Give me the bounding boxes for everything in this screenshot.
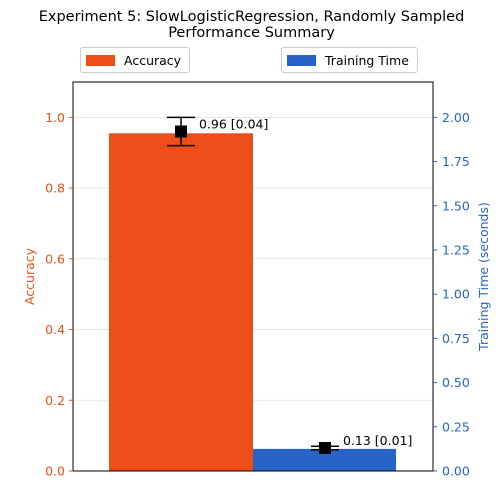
chart-title-line-1: Experiment 5: SlowLogisticRegression, Ra… bbox=[38, 9, 465, 25]
right-axis: 0.00 0.25 0.50 0.75 1.00 1.25 1.50 1.75 2.00 Trai… bbox=[433, 110, 491, 479]
data-label-accuracy: 0.96 [0.04] bbox=[199, 117, 268, 132]
right-tick-label: 1.25 bbox=[442, 242, 470, 257]
right-tick-label: 1.50 bbox=[442, 198, 470, 213]
mean-marker-accuracy bbox=[175, 125, 187, 138]
legend-entry-training-time: Training Time bbox=[281, 47, 418, 73]
legend-swatch-accuracy bbox=[86, 54, 115, 66]
right-tick-label: 1.00 bbox=[442, 287, 470, 302]
legend-entry-accuracy: Accuracy bbox=[80, 47, 191, 73]
legend-label-training-time: Training Time bbox=[325, 52, 409, 68]
right-tick-label: 0.50 bbox=[442, 375, 470, 390]
right-tick-label: 0.00 bbox=[442, 464, 470, 479]
left-tick-label: 0.6 bbox=[45, 251, 65, 266]
bar-training-time bbox=[253, 448, 396, 471]
data-label-training-time: 0.13 [0.01] bbox=[343, 433, 412, 448]
left-axis-label: Accuracy bbox=[22, 247, 37, 305]
chart-title-line-2: Performance Summary bbox=[168, 25, 335, 41]
left-tick-label: 0.4 bbox=[45, 322, 65, 337]
right-tick-label: 0.75 bbox=[442, 331, 470, 346]
plot-border bbox=[72, 81, 434, 472]
legend-swatch-training-time bbox=[287, 54, 316, 66]
bars bbox=[109, 133, 396, 471]
left-tick-label: 1.0 bbox=[45, 110, 65, 125]
right-tick-label: 0.25 bbox=[442, 419, 470, 434]
left-tick-label: 0.2 bbox=[45, 393, 65, 408]
left-tick-label: 0.8 bbox=[45, 181, 65, 196]
right-tick-label: 2.00 bbox=[442, 110, 470, 125]
right-tick-label: 1.75 bbox=[442, 154, 470, 169]
right-axis-label: Training Time (seconds) bbox=[476, 202, 491, 352]
data-labels: 0.96 [0.04] 0.13 [0.01] bbox=[199, 117, 412, 449]
bar-accuracy bbox=[109, 133, 253, 471]
error-bars bbox=[167, 116, 339, 455]
legend-label-accuracy: Accuracy bbox=[124, 52, 182, 68]
left-tick-label: 0.0 bbox=[45, 464, 65, 479]
mean-marker-training-time bbox=[319, 442, 331, 455]
plot-frame bbox=[72, 81, 434, 472]
left-axis: 0.0 0.2 0.4 0.6 0.8 1.0 Accuracy bbox=[22, 110, 73, 479]
